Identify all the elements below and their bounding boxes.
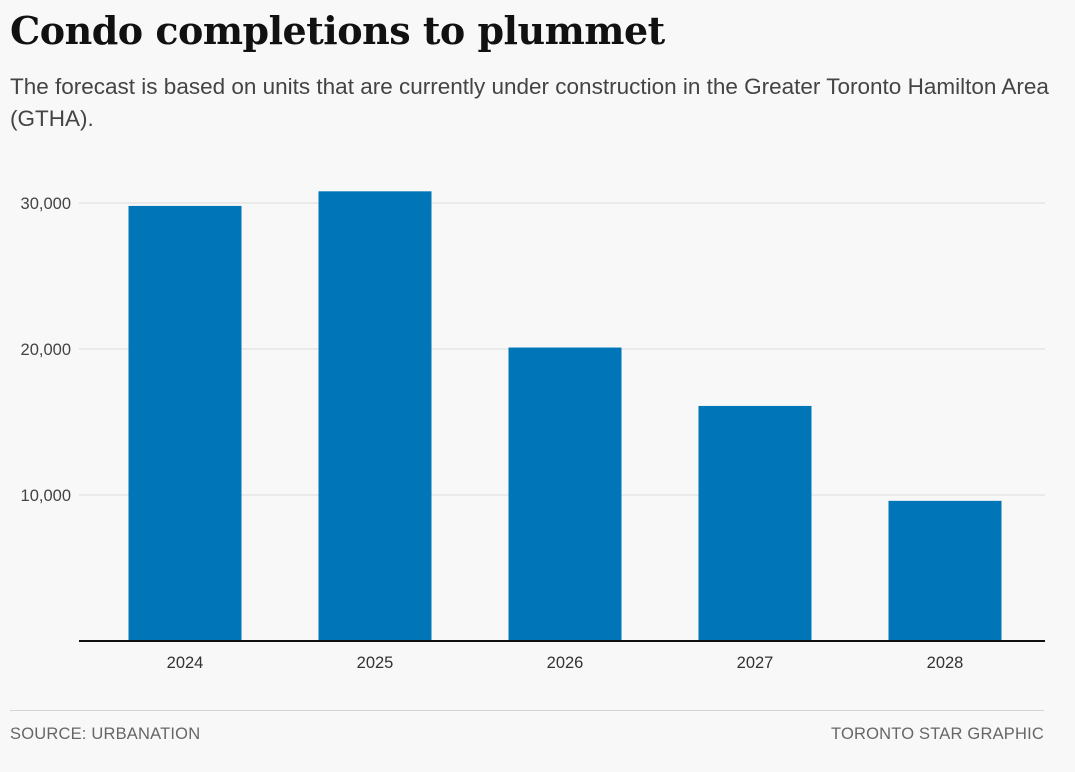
x-tick-label: 2025 xyxy=(357,654,394,672)
bar-2024 xyxy=(128,205,242,642)
bar-2027 xyxy=(698,405,812,641)
source-note: SOURCE: URBANATION xyxy=(10,725,201,743)
x-tick-label: 2028 xyxy=(927,654,964,672)
chart-subtitle: The forecast is based on units that are … xyxy=(10,74,1049,131)
x-tick-label: 2024 xyxy=(167,654,204,672)
y-tick-label: 20,000 xyxy=(21,341,71,359)
y-axis-ticks: 10,000 20,000 30,000 xyxy=(21,195,71,505)
y-tick-label: 30,000 xyxy=(21,195,71,213)
x-axis-ticks: 2024 2025 2026 2027 2028 xyxy=(167,654,964,672)
bar-chart: 10,000 20,000 30,000 2024 2025 2026 2027 2028 xyxy=(21,191,1045,672)
bars xyxy=(128,191,1002,642)
chart-title: Condo completions to plummet xyxy=(10,8,665,53)
bar-2025 xyxy=(318,191,432,641)
bar-2026 xyxy=(508,347,622,641)
x-tick-label: 2027 xyxy=(737,654,774,672)
bar-2028 xyxy=(888,500,1002,641)
y-tick-label: 10,000 xyxy=(21,487,71,505)
footer-divider xyxy=(10,710,1044,711)
graphic-credit: TORONTO STAR GRAPHIC xyxy=(830,725,1044,743)
x-tick-label: 2026 xyxy=(547,654,584,672)
